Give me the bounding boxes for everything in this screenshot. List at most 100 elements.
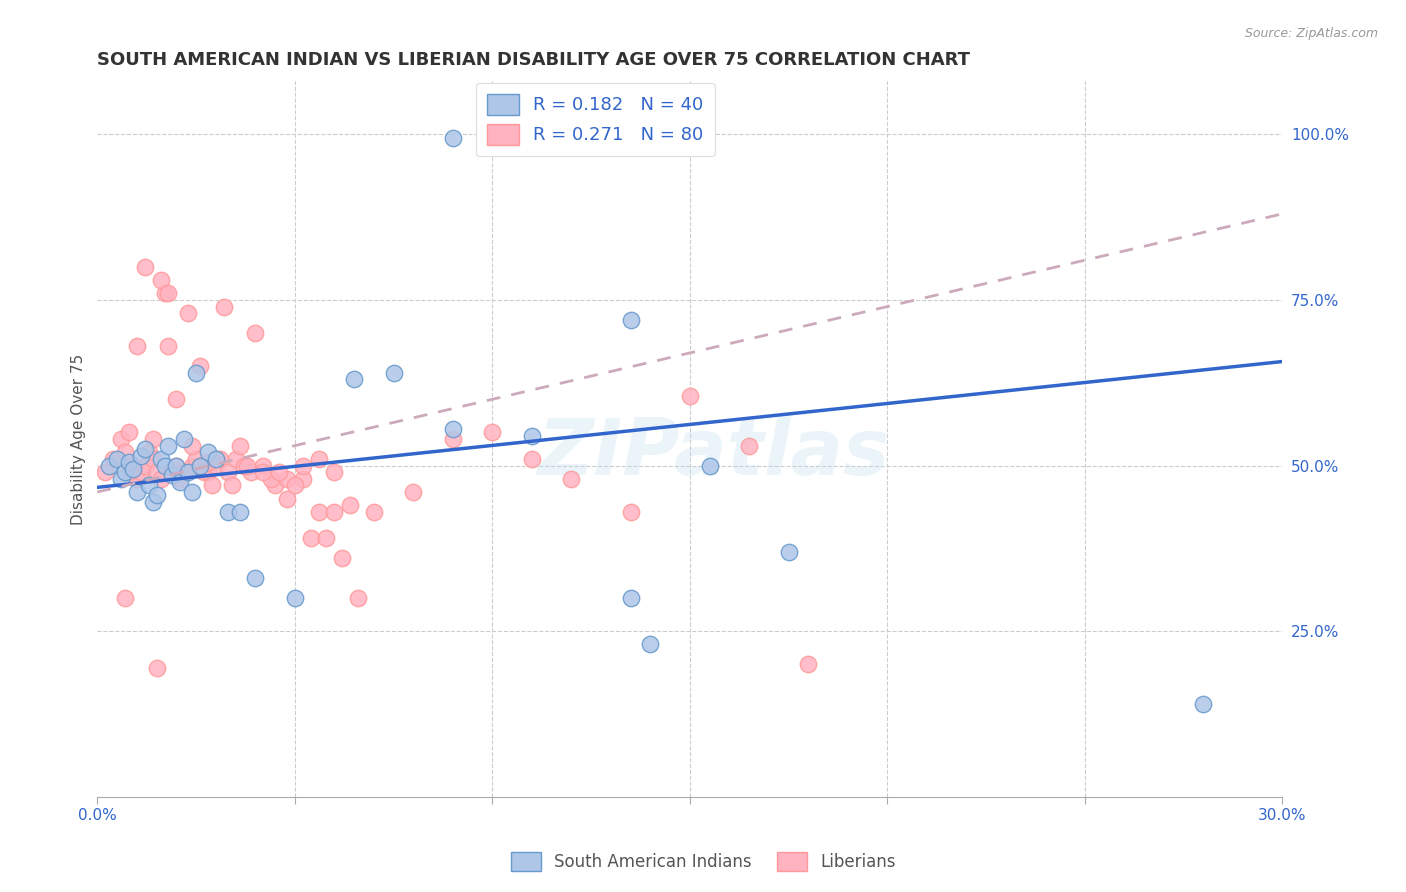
Point (169, 475, 191, 489)
Point (640, 637, 662, 651)
Point (197, 455, 219, 469)
Point (157, 286, 180, 301)
Point (177, 306, 200, 320)
Point (228, 439, 250, 453)
Point (138, 478, 160, 492)
Point (134, 260, 156, 274)
Point (291, 472, 314, 486)
Legend: South American Indians, Liberians: South American Indians, Liberians (502, 843, 904, 880)
Point (142, 495, 165, 509)
Point (173, 432, 195, 446)
Point (184, 366, 207, 380)
Point (157, 439, 180, 453)
Point (560, 472, 582, 486)
Point (252, 465, 274, 479)
Point (165, 392, 187, 407)
Point (205, 458, 228, 473)
Text: ZIPatlas: ZIPatlas (537, 416, 890, 491)
Point (122, 458, 145, 473)
Point (165, 458, 187, 473)
Point (94, 465, 117, 479)
Point (98, 458, 121, 473)
Point (153, 286, 176, 301)
Point (157, 339, 180, 353)
Point (260, 472, 283, 486)
Point (620, 505, 643, 519)
Text: Source: ZipAtlas.com: Source: ZipAtlas.com (1244, 27, 1378, 40)
Point (276, 491, 298, 506)
Point (382, 366, 405, 380)
Point (481, 425, 503, 440)
Point (138, 445, 160, 459)
Point (165, 458, 187, 473)
Point (188, 458, 211, 473)
Point (129, 449, 152, 463)
Point (105, 451, 128, 466)
Point (308, 505, 330, 519)
Point (217, 465, 239, 479)
Point (267, 465, 290, 479)
Point (315, 532, 337, 546)
Point (620, 591, 643, 605)
Point (197, 465, 219, 479)
Point (330, 551, 353, 566)
Point (221, 478, 243, 492)
Point (323, 465, 346, 479)
Point (520, 428, 543, 442)
Point (181, 458, 204, 473)
Point (284, 478, 307, 492)
Point (125, 485, 148, 500)
Point (118, 465, 141, 479)
Point (101, 451, 124, 466)
Point (114, 465, 136, 479)
Point (145, 465, 167, 479)
Point (441, 422, 464, 436)
Point (441, 432, 464, 446)
Point (441, 130, 464, 145)
Point (184, 451, 207, 466)
Point (205, 451, 228, 466)
Point (205, 451, 228, 466)
Point (129, 465, 152, 479)
Point (308, 451, 330, 466)
Point (125, 339, 148, 353)
Point (142, 432, 165, 446)
Point (177, 465, 200, 479)
Point (169, 472, 191, 486)
Point (699, 458, 721, 473)
Point (620, 313, 643, 327)
Text: SOUTH AMERICAN INDIAN VS LIBERIAN DISABILITY AGE OVER 75 CORRELATION CHART: SOUTH AMERICAN INDIAN VS LIBERIAN DISABI… (97, 51, 970, 69)
Point (201, 478, 224, 492)
Point (236, 458, 259, 473)
Point (284, 591, 307, 605)
Y-axis label: Disability Age Over 75: Disability Age Over 75 (72, 353, 86, 524)
Point (114, 445, 136, 459)
Point (118, 425, 141, 440)
Point (228, 505, 250, 519)
Point (145, 488, 167, 502)
Point (110, 432, 132, 446)
Point (276, 472, 298, 486)
Point (162, 468, 184, 483)
Point (110, 472, 132, 486)
Point (212, 300, 235, 314)
Point (188, 359, 211, 373)
Point (142, 451, 165, 466)
Point (299, 532, 322, 546)
Point (232, 458, 254, 473)
Point (125, 472, 148, 486)
Point (217, 505, 239, 519)
Point (343, 372, 366, 386)
Point (323, 505, 346, 519)
Point (402, 485, 425, 500)
Point (181, 485, 204, 500)
Point (149, 472, 172, 486)
Point (153, 458, 176, 473)
Point (149, 451, 172, 466)
Point (181, 439, 204, 453)
Point (245, 571, 267, 585)
Point (240, 465, 263, 479)
Point (134, 442, 156, 456)
Point (679, 389, 702, 403)
Point (225, 451, 247, 466)
